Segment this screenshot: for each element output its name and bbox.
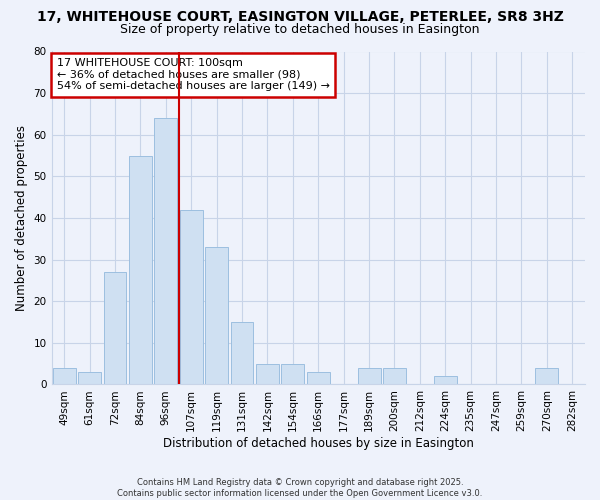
- Y-axis label: Number of detached properties: Number of detached properties: [15, 125, 28, 311]
- Text: Contains HM Land Registry data © Crown copyright and database right 2025.
Contai: Contains HM Land Registry data © Crown c…: [118, 478, 482, 498]
- Bar: [230, 322, 253, 384]
- Bar: [104, 272, 127, 384]
- Bar: [180, 210, 203, 384]
- Bar: [383, 368, 406, 384]
- X-axis label: Distribution of detached houses by size in Easington: Distribution of detached houses by size …: [163, 437, 474, 450]
- Bar: [154, 118, 177, 384]
- Bar: [358, 368, 380, 384]
- Bar: [205, 247, 228, 384]
- Bar: [78, 372, 101, 384]
- Bar: [129, 156, 152, 384]
- Bar: [434, 376, 457, 384]
- Text: Size of property relative to detached houses in Easington: Size of property relative to detached ho…: [120, 22, 480, 36]
- Text: 17, WHITEHOUSE COURT, EASINGTON VILLAGE, PETERLEE, SR8 3HZ: 17, WHITEHOUSE COURT, EASINGTON VILLAGE,…: [37, 10, 563, 24]
- Bar: [256, 364, 279, 384]
- Bar: [281, 364, 304, 384]
- Text: 17 WHITEHOUSE COURT: 100sqm
← 36% of detached houses are smaller (98)
54% of sem: 17 WHITEHOUSE COURT: 100sqm ← 36% of det…: [57, 58, 330, 92]
- Bar: [53, 368, 76, 384]
- Bar: [307, 372, 330, 384]
- Bar: [535, 368, 559, 384]
